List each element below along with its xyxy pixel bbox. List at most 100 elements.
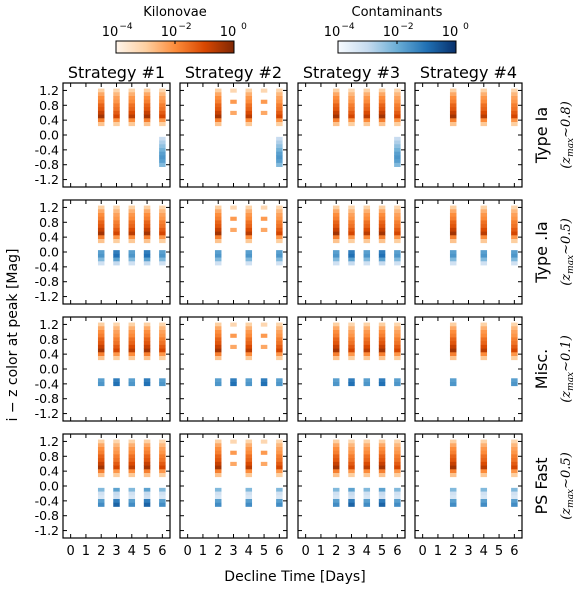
row-label-type_ia: Type Ia (zmax∼0.8) bbox=[532, 101, 576, 169]
kilonova-cell bbox=[480, 447, 488, 452]
kilonova-cell bbox=[97, 454, 105, 459]
contaminant-cell bbox=[480, 487, 488, 492]
kilonova-cell bbox=[511, 439, 518, 444]
kilonova-cell bbox=[276, 209, 283, 214]
contaminant-cell bbox=[348, 257, 355, 262]
kilonova-cell bbox=[394, 469, 401, 474]
kilonova-cell bbox=[363, 224, 371, 229]
kilonova-cell bbox=[449, 227, 457, 232]
kilonova-cell bbox=[143, 322, 151, 327]
contaminant-cell bbox=[276, 382, 283, 387]
contaminant-cell bbox=[159, 257, 166, 262]
kilonova-cell bbox=[449, 439, 457, 444]
contaminant-cell bbox=[113, 253, 120, 258]
contaminant-cell bbox=[394, 148, 401, 153]
kilonova-cell bbox=[332, 443, 340, 448]
kilonova-cell bbox=[363, 92, 371, 97]
contaminant-cell bbox=[348, 495, 355, 500]
kilonova-cell bbox=[511, 235, 518, 240]
kilonova-cell bbox=[394, 348, 401, 353]
kilonova-cell bbox=[449, 469, 457, 474]
kilonova-cell bbox=[214, 239, 222, 244]
kilonova-cell bbox=[378, 469, 386, 474]
kilonova-cell bbox=[245, 443, 253, 448]
contaminant-cell bbox=[97, 250, 105, 255]
kilonova-cell bbox=[245, 122, 253, 127]
panel-frame bbox=[179, 316, 288, 422]
kilonova-cell bbox=[332, 92, 340, 97]
panel-type_ia-strategy_4 bbox=[414, 82, 523, 188]
kilonova-cell bbox=[378, 114, 386, 119]
kilonova-cell bbox=[159, 239, 166, 244]
kilonova-cell bbox=[214, 92, 222, 97]
contaminant-cell bbox=[394, 502, 401, 507]
kilonova-cell bbox=[363, 356, 371, 361]
kilonova-cell bbox=[511, 231, 518, 236]
y-tick-label: 1.2 bbox=[39, 317, 59, 332]
kilonova-cell bbox=[394, 352, 401, 357]
contaminant-cell bbox=[394, 151, 401, 156]
x-tick-label: 2 bbox=[97, 544, 105, 559]
kilonova-cell bbox=[348, 469, 355, 474]
y-tick-label: 1.2 bbox=[39, 200, 59, 215]
kilonova-cell bbox=[363, 110, 371, 115]
zmax-base: (z bbox=[559, 391, 574, 403]
kilonova-cell bbox=[159, 224, 166, 229]
kilonova-cell bbox=[348, 341, 355, 346]
kilonova-cell bbox=[128, 231, 136, 236]
kilonova-cell bbox=[113, 224, 120, 229]
kilonova-cell bbox=[245, 337, 253, 342]
x-tick-label: 3 bbox=[229, 544, 237, 559]
kilonova-cell bbox=[480, 322, 488, 327]
contaminant-cell bbox=[480, 491, 488, 496]
kilonova-cell bbox=[113, 239, 120, 244]
panel-misc-strategy_1: 1.20.80.40.0-0.4-0.8-1.2 bbox=[35, 316, 171, 422]
kilonova-cell bbox=[113, 439, 120, 444]
kilonova-cell bbox=[214, 205, 222, 210]
colorbar-tick-exponent: 0 bbox=[463, 22, 469, 32]
contaminant-cell bbox=[276, 159, 283, 164]
contaminant-cell bbox=[449, 491, 457, 496]
kilonova-cell bbox=[143, 224, 151, 229]
kilonova-cell bbox=[332, 118, 340, 123]
kilonova-cell bbox=[511, 469, 518, 474]
kilonova-cell bbox=[394, 465, 401, 470]
kilonova-cell bbox=[214, 224, 222, 229]
kilonova-cell bbox=[113, 99, 120, 104]
kilonova-cell bbox=[394, 224, 401, 229]
contaminant-cell bbox=[332, 499, 340, 504]
kilonova-cell bbox=[363, 114, 371, 119]
kilonova-cell bbox=[394, 458, 401, 463]
contaminant-cell bbox=[113, 257, 120, 262]
x-tick-label: 1 bbox=[317, 544, 325, 559]
x-tick-label: 3 bbox=[112, 544, 120, 559]
kilonova-cell bbox=[449, 216, 457, 221]
kilonova-cell bbox=[449, 473, 457, 478]
kilonova-cell bbox=[363, 458, 371, 463]
kilonova-cell bbox=[113, 114, 120, 119]
kilonova-cell bbox=[394, 330, 401, 335]
kilonova-cell bbox=[394, 322, 401, 327]
kilonova-cell bbox=[363, 239, 371, 244]
kilonova-cell bbox=[511, 216, 518, 221]
kilonova-cell bbox=[348, 220, 355, 225]
contaminant-cell bbox=[378, 487, 386, 492]
kilonova-cell bbox=[449, 92, 457, 97]
kilonova-cell bbox=[480, 473, 488, 478]
kilonova-cell bbox=[276, 103, 283, 108]
kilonova-cell bbox=[363, 443, 371, 448]
contaminant-cell bbox=[378, 502, 386, 507]
kilonova-cell bbox=[394, 231, 401, 236]
kilonova-cell bbox=[348, 356, 355, 361]
colorbar-tick-label: 10 bbox=[383, 25, 400, 40]
kilonova-cell bbox=[159, 122, 166, 127]
kilonova-cell bbox=[332, 454, 340, 459]
kilonova-cell bbox=[394, 114, 401, 119]
kilonova-cell bbox=[276, 469, 283, 474]
kilonova-cell bbox=[363, 96, 371, 101]
column-title-strategy_3: Strategy #3 bbox=[303, 63, 400, 82]
kilonova-cell bbox=[128, 239, 136, 244]
kilonova-cell bbox=[348, 322, 355, 327]
